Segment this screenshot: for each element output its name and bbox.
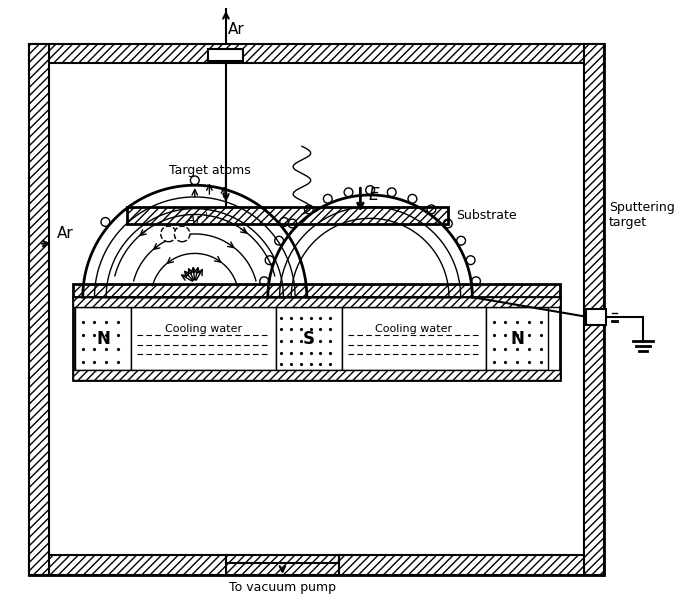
- Bar: [486, 307, 548, 370]
- Bar: [29, 44, 604, 64]
- Text: Target atoms: Target atoms: [169, 164, 250, 177]
- Bar: [75, 307, 132, 370]
- Text: Ar: Ar: [228, 21, 245, 37]
- Bar: [208, 49, 243, 61]
- Bar: [73, 297, 560, 307]
- Text: S: S: [303, 330, 314, 348]
- Bar: [586, 309, 606, 324]
- Bar: [73, 283, 560, 297]
- Bar: [29, 44, 604, 575]
- Text: Ar: Ar: [56, 226, 73, 241]
- Bar: [275, 307, 342, 370]
- Text: $Ar^+$: $Ar^+$: [186, 212, 211, 228]
- Bar: [342, 307, 486, 370]
- Bar: [73, 297, 560, 380]
- Bar: [127, 207, 448, 224]
- Bar: [73, 370, 560, 380]
- Circle shape: [161, 226, 176, 242]
- Text: N: N: [97, 330, 110, 348]
- Bar: [584, 44, 604, 575]
- Text: Cooling water: Cooling water: [375, 324, 453, 334]
- Text: Substrate: Substrate: [456, 209, 516, 222]
- Circle shape: [175, 226, 190, 242]
- Bar: [29, 555, 604, 575]
- Bar: [49, 64, 584, 555]
- Text: Cooling water: Cooling water: [165, 324, 242, 334]
- Bar: [29, 44, 49, 575]
- Text: N: N: [510, 330, 524, 348]
- Text: $E$: $E$: [368, 186, 381, 204]
- Text: Sputtering
target: Sputtering target: [609, 201, 675, 230]
- Bar: [132, 307, 275, 370]
- Text: To vacuum pump: To vacuum pump: [229, 581, 336, 594]
